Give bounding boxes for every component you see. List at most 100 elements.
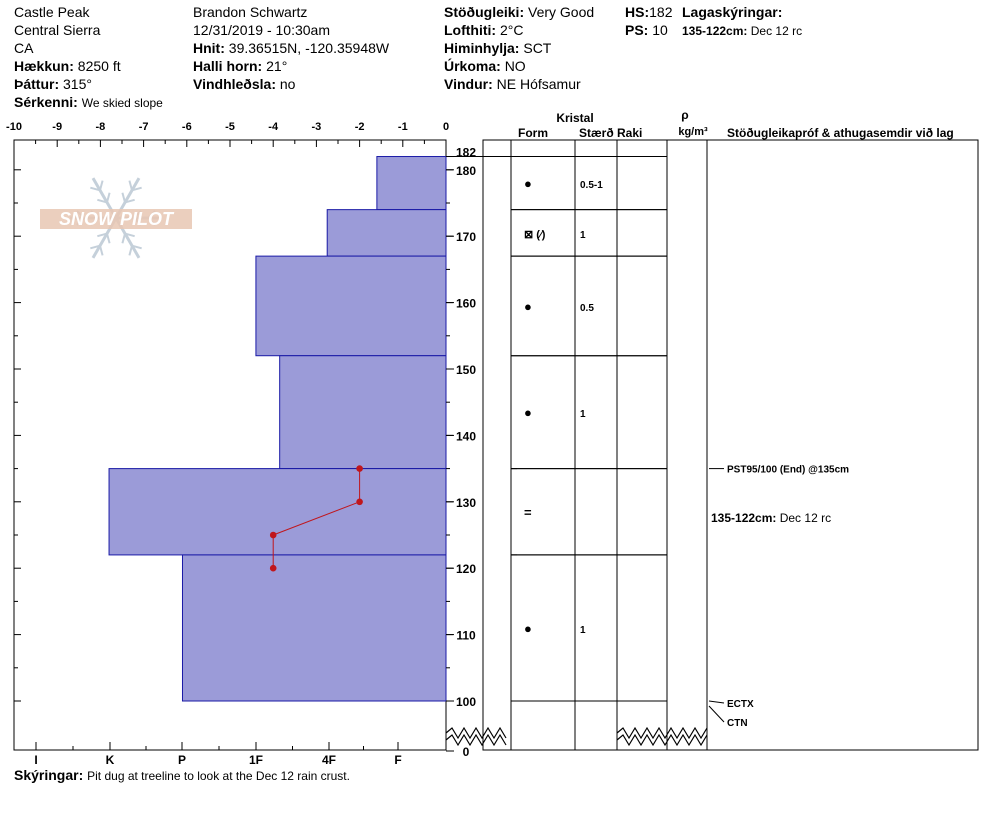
snowflake-icon-branch	[121, 233, 126, 244]
grain-form-5: ●	[524, 621, 532, 636]
grain-form-3: ●	[524, 405, 532, 420]
break-line-right-0	[616, 726, 708, 740]
state: CA	[14, 40, 34, 56]
grain-size-3: 1	[580, 409, 586, 420]
sky-cover: Himinhylja: SCT	[444, 40, 552, 56]
snowflake-icon-branch	[106, 233, 111, 244]
location-name: Castle Peak	[14, 4, 90, 20]
logo-text: SNOW PILOT	[59, 209, 175, 229]
tests-header: Stöðugleikapróf & athugasemdir við lag	[727, 126, 954, 140]
depth-tick-label-5: 140	[456, 429, 476, 443]
mountain-range: Central Sierra	[14, 22, 101, 38]
temp-tick-label-1: -9	[52, 121, 62, 133]
hardness-tick-label-2: P	[178, 753, 186, 767]
hardness-tick-label-3: 1F	[249, 753, 263, 767]
temperature-point-3	[269, 564, 277, 572]
break-line-left-1	[445, 733, 507, 747]
test-arrow-2	[708, 705, 725, 723]
grain-size-2: 0.5	[580, 303, 594, 314]
snowflake-icon-branch	[121, 192, 126, 203]
grain-form-4: =	[524, 505, 532, 520]
crystal-header: Kristal	[556, 111, 593, 125]
snowflake-icon-branch	[90, 186, 101, 192]
form-header: Form	[518, 126, 548, 140]
aspect: Þáttur: 315°	[14, 76, 92, 92]
depth-tick-label-4: 130	[456, 496, 476, 510]
depth-tick-label-1: 100	[456, 695, 476, 709]
grain-form-1: ⊠ (⁄)	[524, 229, 546, 241]
hardness-bar-4	[108, 468, 447, 556]
grain-form-0: ●	[524, 176, 532, 191]
temp-tick-label-2: -8	[96, 121, 106, 133]
slope-angle: Halli horn: 21°	[193, 58, 288, 74]
coordinates: Hnit: 39.36515N, -120.35948W	[193, 40, 390, 56]
elevation: Hækkun: 8250 ft	[14, 58, 121, 74]
precipitation: Úrkoma: NO	[444, 58, 526, 74]
hardness-tick-label-0: I	[34, 753, 37, 767]
site-notes: Sérkenni: We skied slope	[14, 94, 163, 110]
depth-tick-label-7: 160	[456, 297, 476, 311]
header-col-depths: HS:182 PS: 10	[625, 3, 672, 39]
test-arrow-1	[708, 700, 725, 704]
stability-test-0: PST95/100 (End) @135cm	[727, 465, 849, 476]
hardness-tick-label-1: K	[106, 753, 115, 767]
break-line-left-0	[445, 726, 507, 740]
observer-name: Brandon Schwartz	[193, 4, 308, 20]
hardness-tick-label-5: F	[394, 753, 401, 767]
pit-depth: PS: 10	[625, 22, 668, 38]
temp-tick-label-9: -1	[398, 121, 408, 133]
grain-size-1: 1	[580, 230, 586, 241]
snowflake-icon-branch	[128, 180, 133, 191]
snowflake-icon-branch	[90, 244, 101, 250]
snowflake-icon-branch	[97, 232, 108, 238]
wind: Vindur: NE Hófsamur	[444, 76, 581, 92]
depth-tick-label-2: 110	[456, 629, 476, 643]
snowflake-icon-branch	[131, 186, 142, 192]
snowflake-icon-branch	[99, 180, 104, 191]
snowflake-icon-branch	[128, 245, 133, 256]
density-symbol: ρ	[681, 108, 688, 122]
snowflake-icon-branch	[99, 245, 104, 256]
layer-notes-title: Lagaskýringar:	[682, 4, 783, 20]
grain-size-5: 1	[580, 625, 586, 636]
air-temperature: Lofthiti: 2°C	[444, 22, 524, 38]
wind-loading: Vindhleðsla: no	[193, 76, 296, 92]
temp-tick-label-3: -7	[139, 121, 149, 133]
header-col-observer: Brandon Schwartz 12/31/2019 - 10:30am Hn…	[193, 3, 389, 93]
depth-tick-label-9: 180	[456, 164, 476, 178]
temp-tick-label-7: -3	[312, 121, 322, 133]
density-unit: kg/m³	[678, 126, 708, 138]
layer-comment: 135-122cm: Dec 12 rc	[711, 511, 831, 525]
temp-tick-label-8: -2	[355, 121, 365, 133]
layer-note: 135-122cm: Dec 12 rc	[682, 24, 803, 38]
stability-test-1: ECTX	[727, 699, 754, 710]
hardness-tick-label-4: 4F	[322, 753, 336, 767]
depth-tick-label-3: 120	[456, 562, 476, 576]
temp-tick-label-0: -10	[6, 121, 22, 133]
snow-height: HS:182	[625, 4, 673, 20]
temperature-point-1	[356, 498, 363, 506]
break-line-right-1	[616, 733, 708, 747]
temp-tick-label-5: -5	[225, 121, 235, 133]
hardness-bar-5	[181, 554, 447, 702]
header-col-location: Castle Peak Central Sierra CA Hækkun: 82…	[14, 3, 163, 112]
hardness-bar-1	[326, 209, 447, 257]
grain-form-2: ●	[524, 299, 532, 314]
temperature-point-0	[356, 465, 363, 472]
snowflake-icon-branch	[106, 192, 111, 203]
stability-test-2: CTN	[727, 718, 748, 729]
depth-tick-label-8: 170	[456, 230, 476, 244]
snowflake-icon-branch	[124, 232, 135, 238]
hardness-bar-0	[376, 156, 447, 211]
depth-tick-label-10: 182	[456, 146, 476, 160]
temp-tick-label-10: 0	[443, 121, 449, 133]
snowflake-icon-branch	[124, 198, 135, 204]
snowflake-icon-branch	[97, 198, 108, 204]
temperature-point-2	[269, 531, 277, 539]
observation-datetime: 12/31/2019 - 10:30am	[193, 22, 330, 38]
hardness-bar-2	[255, 255, 447, 357]
pit-comments: Skýringar: Pit dug at treeline to look a…	[14, 767, 350, 783]
header-col-layer-notes: Lagaskýringar: 135-122cm: Dec 12 rc	[682, 3, 802, 41]
logo-banner	[40, 209, 192, 229]
